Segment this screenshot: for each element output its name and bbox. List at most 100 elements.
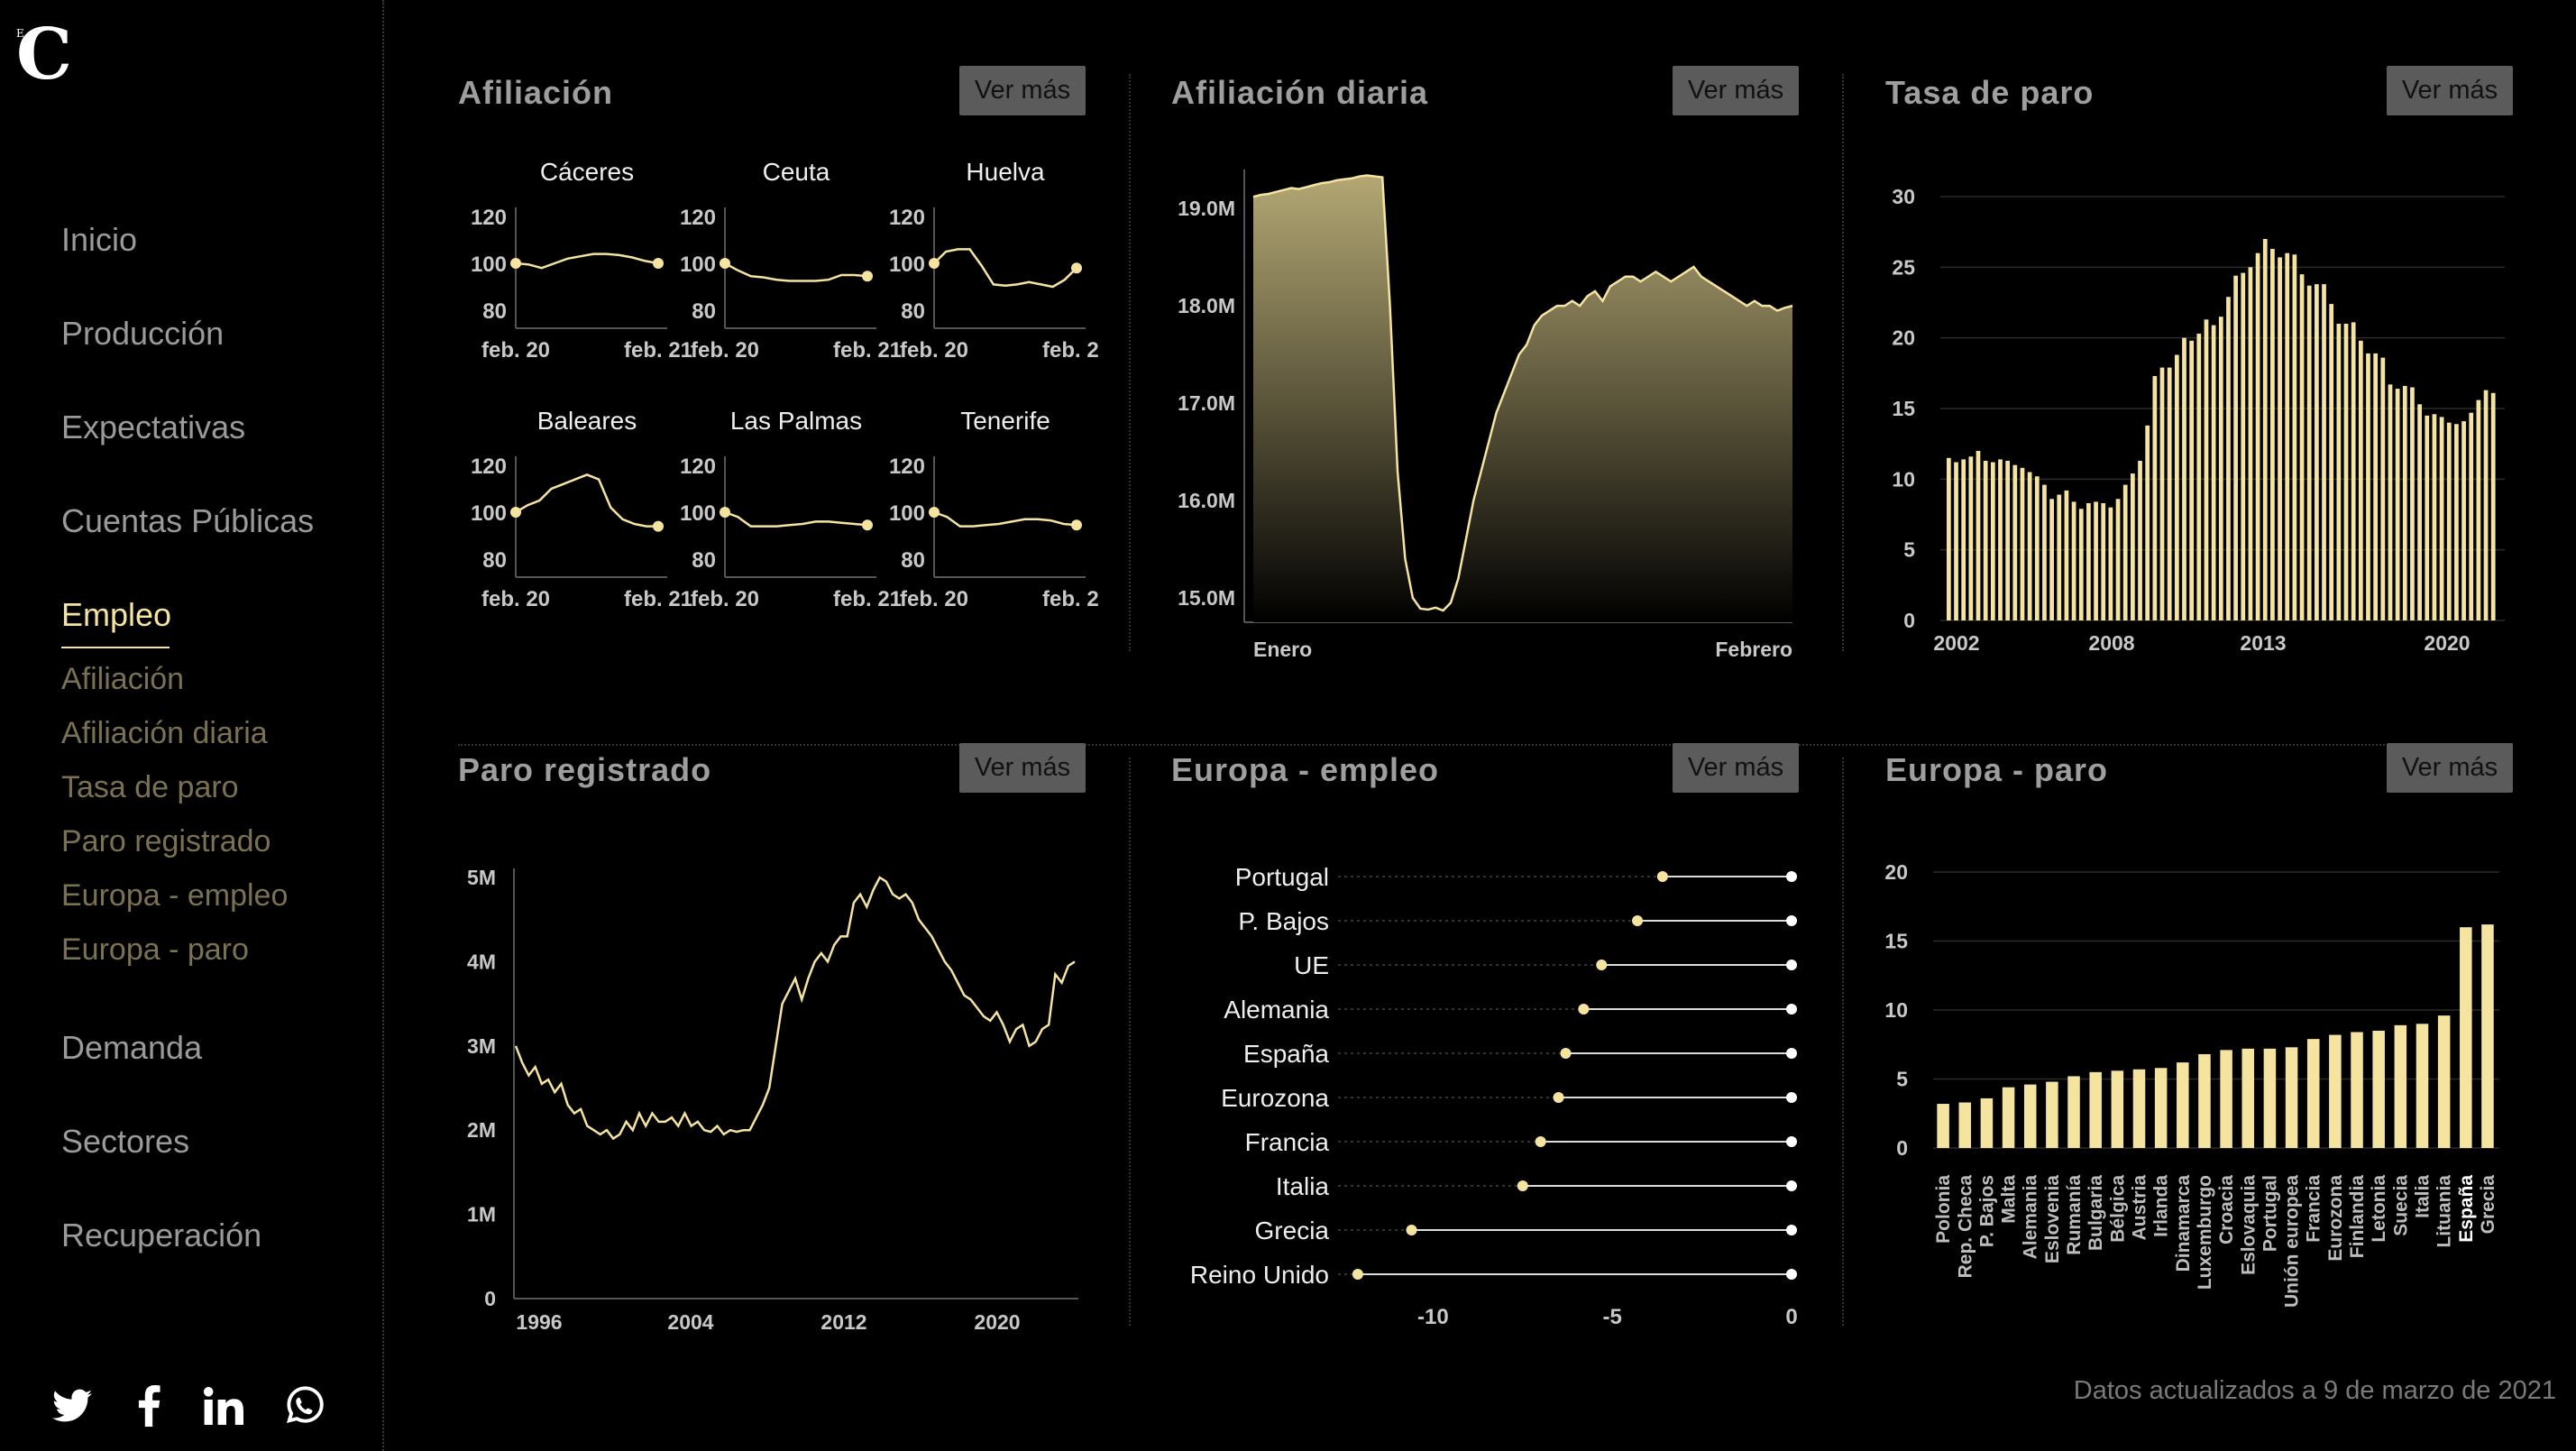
ver-mas-button[interactable]: Ver más [1673,66,1799,115]
bar [2425,415,2430,620]
bar [2012,464,2018,620]
twitter-icon[interactable] [52,1389,92,1423]
category-label: Irlanda [2151,1175,2172,1237]
bar [1998,459,2003,620]
x-tick-label: Enero [1253,638,1312,661]
bar [2469,412,2474,620]
series-line [1252,174,1793,612]
subnav-item-afiliacion-diaria[interactable]: Afiliación diaria [61,716,268,750]
logo[interactable]: C [16,14,73,96]
bar [2182,337,2186,620]
small-multiple-5: Tenerife 80 100 120 feb. 20 feb. 21 [889,407,1100,611]
series-line [724,510,868,528]
subnav-item-paro-registrado[interactable]: Paro registrado [61,824,271,859]
bar [2372,1030,2385,1148]
bar [2196,333,2202,620]
nav-item-produccion[interactable]: Producción [61,315,225,352]
bar [2306,1039,2320,1148]
bar [2034,476,2040,620]
bar [2432,414,2437,620]
linkedin-icon[interactable] [204,1387,243,1425]
bar [2410,387,2415,620]
sidebar: E C Inicio Producción Expectativas Cuent… [0,0,384,1451]
panel-title: Afiliación [458,74,614,111]
category-label: UE [1294,951,1329,979]
x-tick-label: feb. 20 [900,338,968,363]
bar [2285,253,2290,620]
whatsapp-icon[interactable] [283,1385,325,1427]
facebook-icon[interactable] [137,1385,160,1427]
bar [2262,239,2268,620]
y-tick-label: 5 [1903,538,1915,562]
y-tick-label: 5 [1896,1068,1908,1091]
category-label: Luxemburgo [2195,1175,2215,1290]
bar [2481,924,2494,1148]
nav-item-inicio[interactable]: Inicio [61,221,138,258]
bar [2089,1071,2102,1148]
nav-item-expectativas[interactable]: Expectativas [61,409,246,445]
start-point [720,258,730,269]
x-tick-label: 2004 [667,1310,713,1334]
bar [2322,284,2326,620]
subnav-item-europa-paro[interactable]: Europa - paro [61,932,249,967]
y-tick-label: 120 [680,206,716,230]
x-tick-label: 2012 [820,1310,866,1334]
y-tick-label: 80 [901,548,925,573]
nav-item-recuperacion[interactable]: Recuperación [61,1217,262,1254]
end-point [862,271,873,282]
bar [2241,272,2246,620]
panel-title: Afiliación diaria [1171,74,1429,111]
x-tick-label: feb. 21 [833,338,902,363]
bar [2154,1068,2168,1148]
nav-item-empleo[interactable]: Empleo [61,596,172,633]
ver-mas-button[interactable]: Ver más [1673,743,1799,793]
bar [2278,257,2282,620]
bar [1983,460,1988,620]
zero-dot [1786,1269,1797,1280]
value-dot [1596,960,1608,970]
category-label: Malta [1999,1175,2020,1224]
category-label: Finlandia [2347,1175,2368,1258]
y-tick-label: 19.0M [1178,197,1235,220]
subnav-item-afiliacion[interactable]: Afiliación [61,662,185,696]
bar [2373,353,2379,620]
y-tick-label: 5M [467,866,496,889]
end-point [653,258,664,269]
bar [2002,1087,2015,1148]
x-tick-label: feb. 21 [1042,338,1100,363]
category-label: Eurozona [2325,1175,2346,1262]
bar [1961,459,1966,620]
value-dot [1560,1048,1572,1059]
ver-mas-button[interactable]: Ver más [2387,66,2513,115]
zero-dot [1786,1136,1797,1147]
category-label: Bélgica [2107,1175,2128,1243]
ver-mas-button[interactable]: Ver más [959,66,1086,115]
y-tick-label: 20 [1892,326,1915,350]
nav-item-sectores[interactable]: Sectores [61,1123,190,1160]
bar [2460,927,2472,1148]
bar [2211,325,2216,620]
column-divider [1842,74,1844,651]
tasa-de-paro-bar-chart: 0 5 10 15 20 25 30 2002 2008 2013 2020 [1892,185,2505,655]
bar [2020,467,2025,620]
y-tick-label: 2M [467,1118,496,1142]
category-label: Grecia [1255,1217,1330,1244]
ver-mas-button[interactable]: Ver más [2387,743,2513,793]
subnav-item-tasa-de-paro[interactable]: Tasa de paro [61,770,239,804]
y-tick-label: 0 [1896,1136,1908,1160]
subnav-item-europa-empleo[interactable]: Europa - empleo [61,878,289,913]
bar [2315,284,2319,620]
nav-item-cuentas-publicas[interactable]: Cuentas Públicas [61,502,315,539]
nav-item-demanda[interactable]: Demanda [61,1029,203,1066]
y-tick-label: 0 [484,1287,496,1310]
x-tick-label: -10 [1417,1305,1449,1329]
column-divider [1842,758,1844,1326]
category-label: Italia [1276,1172,1330,1200]
bar [2285,1047,2298,1148]
x-tick-label: -5 [1603,1305,1622,1329]
y-tick-label: 20 [1884,860,1908,884]
category-label: Eslovenia [2042,1175,2063,1263]
bar [2439,417,2444,620]
ver-mas-button[interactable]: Ver más [959,743,1086,793]
area-fill [1253,175,1792,622]
